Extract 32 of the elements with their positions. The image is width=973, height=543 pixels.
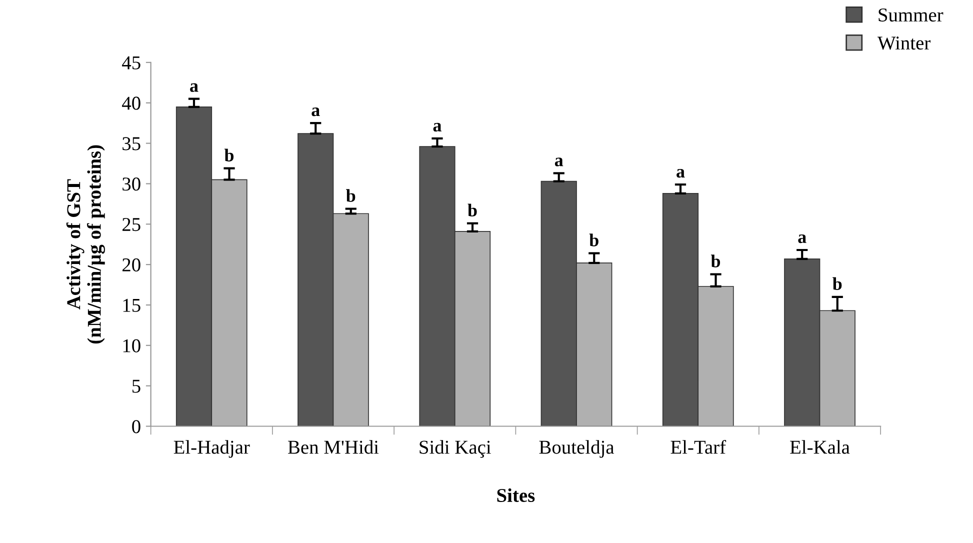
y-tick-label: 30 — [122, 178, 140, 191]
legend-label: Summer — [878, 8, 944, 22]
x-axis-title: Sites — [497, 488, 535, 502]
annotation: b — [589, 234, 598, 246]
annotation: a — [798, 234, 806, 244]
y-tick-label: 15 — [123, 298, 140, 312]
annotation: a — [312, 108, 320, 116]
x-tick-label: Sidi Kaçi — [420, 440, 491, 458]
y-axis-title: Activity of GST (nM/min/µg of proteins) — [66, 145, 105, 344]
y-tick-label: 10 — [123, 339, 140, 352]
annotation: a — [676, 168, 685, 178]
annotation: b — [468, 204, 477, 216]
y-tick-label: 35 — [122, 137, 140, 150]
y-tick-label: 0 — [132, 420, 140, 434]
y-tick-label: 40 — [122, 96, 140, 110]
annotation: b — [224, 148, 234, 162]
annotation: b — [832, 277, 842, 290]
annotation: a — [433, 122, 442, 132]
legend-label: Winter — [877, 36, 930, 50]
annotation: b — [710, 254, 720, 268]
x-tick-label: El-Kala — [790, 440, 850, 454]
annotation: a — [190, 83, 198, 92]
y-tick-label: 45 — [122, 56, 140, 70]
x-tick-label: Ben M'Hidi — [288, 440, 379, 454]
y-tick-label: 5 — [132, 380, 140, 393]
annotation: a — [554, 158, 564, 166]
annotation: b — [346, 189, 356, 202]
x-tick-label: El-Hadjar — [174, 440, 250, 458]
x-tick-label: Bouteldja — [539, 440, 614, 458]
x-tick-label: El-Tarf — [670, 440, 726, 454]
y-tick-label: 25 — [122, 218, 140, 232]
y-tick-label: 20 — [122, 258, 140, 272]
